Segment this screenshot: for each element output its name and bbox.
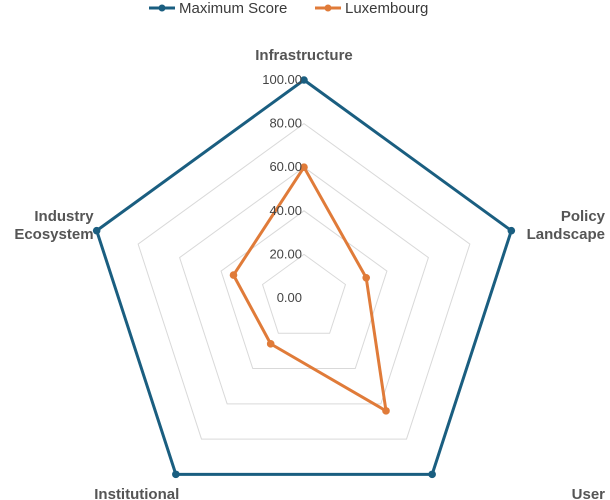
data-point-luxembourg-institutional-capacity[interactable]: [266, 340, 275, 348]
data-point-luxembourg-industry-ecosystem[interactable]: [229, 271, 238, 279]
grid-ring-3: [179, 166, 429, 405]
legend-item-luxembourg[interactable]: Luxembourg: [315, 0, 428, 17]
tick-label-2: 40.00: [269, 203, 302, 218]
grid-layer: [96, 79, 512, 475]
data-point-luxembourg-user-adoption[interactable]: [382, 407, 390, 415]
legend: Maximum Score Luxembourg: [149, 0, 428, 17]
tick-label-4: 80.00: [269, 116, 302, 131]
data-point-maximum-score-institutional-capacity[interactable]: [172, 470, 180, 479]
grid-ring-1: [261, 253, 347, 334]
legend-swatch-marker-maximum-score: [158, 4, 166, 12]
tick-labels: 0.00 20.00 40.00 60.00 80.00 100.00: [262, 72, 302, 305]
legend-item-maximum-score[interactable]: Maximum Score: [149, 0, 287, 17]
legend-label-maximum-score: Maximum Score: [179, 0, 287, 17]
tick-label-3: 60.00: [269, 159, 302, 174]
axis-label-policy-landscape: Policy Landscape: [527, 208, 606, 243]
grid-ring-5: [96, 79, 512, 475]
grid-ring-4: [137, 122, 471, 440]
axis-label-user-adoption: UserAdoption: [539, 486, 605, 500]
grid-ring-2: [220, 210, 388, 370]
data-point-maximum-score-user-adoption[interactable]: [428, 470, 436, 479]
data-point-luxembourg-infrastructure[interactable]: [300, 163, 308, 171]
tick-label-5: 100.00: [262, 72, 302, 87]
tick-label-1: 20.00: [269, 246, 302, 261]
series-layer: [92, 76, 516, 479]
legend-swatch-marker-luxembourg: [324, 4, 332, 12]
legend-label-luxembourg: Luxembourg: [345, 0, 428, 17]
axis-label-institutional-capacity: InstitutionalCapacity: [94, 486, 180, 500]
tick-label-0: 0.00: [277, 290, 302, 305]
series-line-maximum-score: [95, 78, 513, 476]
axis-label-infrastructure: Infrastructure: [255, 47, 353, 64]
axis-label-industry-ecosystem: Industry Ecosystem: [14, 208, 94, 243]
series-line-luxembourg: [232, 165, 388, 413]
data-point-luxembourg-policy-landscape[interactable]: [362, 273, 371, 282]
data-point-maximum-score-infrastructure[interactable]: [300, 76, 308, 84]
data-point-maximum-score-policy-landscape[interactable]: [507, 226, 516, 235]
data-point-maximum-score-industry-ecosystem[interactable]: [92, 226, 101, 235]
